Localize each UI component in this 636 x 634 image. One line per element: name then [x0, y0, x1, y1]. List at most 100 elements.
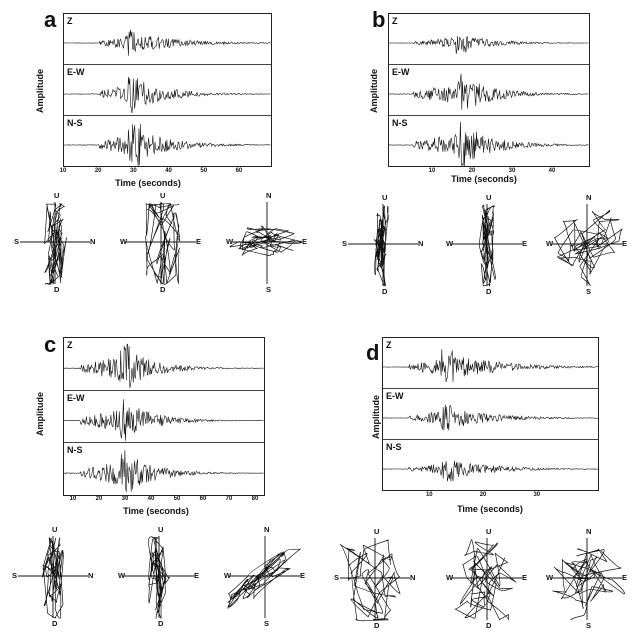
component-label: N-S — [67, 445, 83, 455]
motion-trajectory — [454, 539, 517, 621]
hodogram-c-3: N S W E — [222, 526, 308, 632]
dir-bottom: D — [486, 621, 492, 630]
waveform-trace — [383, 349, 598, 383]
x-tick: 20 — [94, 168, 102, 174]
waveform — [389, 73, 589, 110]
x-tick: 10 — [69, 496, 77, 502]
axis-cross — [452, 538, 522, 620]
particle-motion-plot — [552, 538, 625, 621]
dir-bottom: S — [264, 619, 270, 628]
trace-ns-c: N-S — [64, 443, 264, 495]
hodogram-d-3: N S W E — [544, 528, 630, 634]
component-label: E-W — [392, 67, 410, 77]
trace-ns-a: N-S — [64, 116, 271, 166]
x-tick: 20 — [479, 492, 487, 498]
hodogram-d-2: U D W E — [444, 528, 530, 634]
x-axis-title-b: Time (seconds) — [451, 174, 517, 184]
hodogram-d-1: U D S N — [332, 528, 418, 634]
x-tick: 20 — [468, 168, 476, 174]
dir-bottom: S — [266, 285, 272, 294]
dir-bottom: D — [160, 285, 166, 294]
waveform-trace — [383, 404, 598, 431]
dir-left: W — [446, 573, 454, 582]
amplitude-label-b: Amplitude — [369, 69, 379, 113]
x-tick: 20 — [95, 496, 103, 502]
seismogram-box-c: Z E-W N-S — [63, 337, 265, 496]
component-label: N-S — [67, 118, 83, 128]
x-tick: 40 — [147, 496, 155, 502]
dir-top: U — [486, 193, 492, 202]
dir-right: N — [410, 573, 416, 582]
dir-left: W — [224, 571, 232, 580]
panel-c: c Amplitude Z E-W N-S 10 20 30 40 50 60 … — [0, 314, 318, 628]
trace-z-b: Z — [389, 14, 589, 65]
motion-trajectory — [479, 204, 496, 287]
hodogram-a-3: N S W E — [224, 192, 310, 298]
x-tick: 50 — [173, 496, 181, 502]
component-label: E-W — [67, 67, 85, 77]
dir-top: U — [54, 191, 60, 200]
trace-ns-b: N-S — [389, 116, 589, 166]
waveform — [389, 36, 589, 54]
dir-bottom: D — [382, 287, 388, 296]
motion-trajectory — [145, 202, 181, 286]
amplitude-label-a: Amplitude — [35, 69, 45, 113]
dir-left: W — [120, 237, 128, 246]
dir-left: S — [14, 237, 20, 246]
dir-bottom: D — [54, 285, 60, 294]
waveform-trace — [64, 123, 271, 166]
motion-trajectory — [44, 202, 68, 285]
dir-left: W — [546, 239, 554, 248]
hodogram-b-2: U D W E — [444, 194, 530, 300]
x-axis-title-d: Time (seconds) — [457, 504, 523, 514]
panel-a: a Amplitude Z E-W N-S 10 20 30 40 50 60 … — [0, 0, 318, 314]
amplitude-label-c: Amplitude — [35, 392, 45, 436]
x-tick: 40 — [165, 168, 172, 174]
panel-label-a: a — [44, 7, 57, 32]
trace-z-c: Z — [64, 338, 264, 391]
particle-motion-plot — [124, 536, 194, 620]
hodogram-b-3: N S W E — [544, 194, 630, 300]
panel-label-c: c — [44, 332, 57, 357]
x-ticks-a: 10 20 30 40 50 60 — [60, 168, 270, 178]
axis-cross — [230, 536, 300, 618]
waveform — [64, 29, 271, 56]
waveform — [383, 404, 598, 431]
panel-label-b: b — [372, 7, 386, 32]
component-label: E-W — [386, 391, 404, 401]
dir-left: W — [446, 239, 454, 248]
trace-ns-d: N-S — [383, 440, 598, 490]
component-label: Z — [386, 340, 392, 350]
dir-right: N — [418, 239, 424, 248]
component-label: Z — [67, 16, 73, 26]
seismogram-box-b: Z E-W N-S — [388, 13, 590, 167]
waveform — [64, 343, 264, 388]
component-label: Z — [67, 340, 73, 350]
dir-right: E — [522, 573, 528, 582]
waveform — [383, 349, 598, 383]
motion-trajectory — [339, 539, 401, 622]
dir-top: U — [382, 193, 388, 202]
particle-motion-plot — [229, 202, 303, 284]
dir-top: U — [486, 527, 492, 536]
x-tick: 70 — [225, 496, 233, 502]
trace-z-a: Z — [64, 14, 271, 65]
dir-left: S — [12, 571, 18, 580]
waveform — [64, 76, 271, 114]
x-axis-title-c: Time (seconds) — [123, 506, 189, 516]
dir-right: E — [302, 237, 308, 246]
dir-right: N — [88, 571, 94, 580]
trace-ew-b: E-W — [389, 65, 589, 116]
motion-trajectory — [373, 205, 389, 287]
dir-top: N — [264, 525, 270, 534]
dir-bottom: D — [158, 619, 164, 628]
seismogram-box-d: Z E-W N-S — [382, 337, 599, 491]
waveform — [383, 460, 598, 482]
dir-top: U — [160, 191, 166, 200]
amplitude-label-d: Amplitude — [371, 395, 381, 439]
dir-bottom: D — [486, 287, 492, 296]
particle-motion-plot — [452, 204, 522, 287]
motion-trajectory — [148, 536, 170, 620]
dir-bottom: S — [586, 287, 592, 296]
dir-left: W — [118, 571, 126, 580]
